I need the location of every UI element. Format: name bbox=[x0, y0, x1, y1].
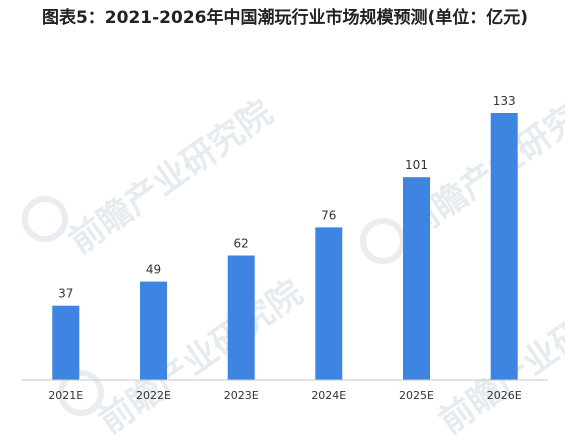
x-tick-label-2024E: 2024E bbox=[311, 389, 346, 402]
chart-title: 图表5：2021-2026年中国潮玩行业市场规模预测(单位：亿元) bbox=[41, 8, 529, 28]
data-label-2023E: 62 bbox=[234, 237, 249, 251]
value-labels-group: 37 49 62 76 101 133 bbox=[58, 94, 515, 301]
bar-2021E bbox=[52, 305, 80, 380]
data-label-2025E: 101 bbox=[405, 158, 428, 172]
bar-2023E bbox=[227, 255, 255, 380]
data-label-2021E: 37 bbox=[58, 287, 73, 301]
bar-2022E bbox=[140, 281, 167, 380]
data-label-2026E: 133 bbox=[493, 94, 516, 108]
data-label-2024E: 76 bbox=[321, 208, 336, 222]
bar-chart: 37 49 62 76 101 133 2021E 2022E 2023E 2024E 2025E… bbox=[22, 94, 548, 402]
bar-2026E bbox=[490, 113, 518, 380]
x-tick-label-2021E: 2021E bbox=[48, 389, 83, 402]
x-tick-label-2023E: 2023E bbox=[224, 389, 259, 402]
data-label-2022E: 49 bbox=[146, 263, 161, 277]
x-tick-labels-group: 2021E 2022E 2023E 2024E 2025E 2026E bbox=[48, 389, 521, 402]
x-tick-label-2025E: 2025E bbox=[399, 389, 434, 402]
bar-2024E bbox=[315, 227, 343, 380]
bars-group bbox=[52, 113, 518, 380]
x-tick-label-2022E: 2022E bbox=[136, 389, 171, 402]
x-tick-label-2026E: 2026E bbox=[487, 389, 522, 402]
bar-2025E bbox=[403, 177, 430, 380]
